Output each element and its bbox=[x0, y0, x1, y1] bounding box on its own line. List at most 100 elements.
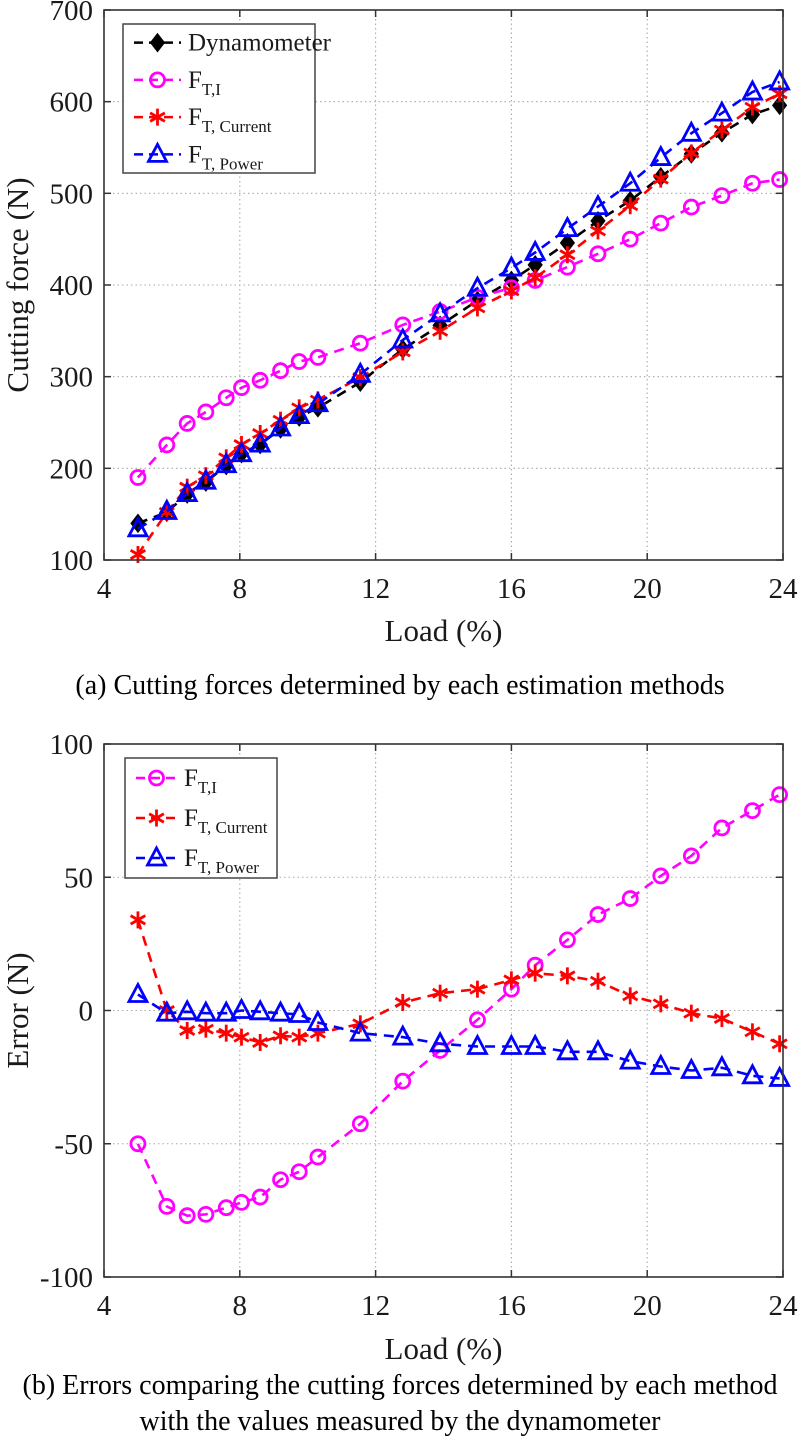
triangle-marker bbox=[155, 1000, 179, 1022]
asterisk-marker bbox=[589, 972, 607, 990]
y-tick-label: 400 bbox=[50, 270, 94, 302]
circle-marker bbox=[178, 415, 196, 432]
triangle-marker bbox=[680, 1057, 703, 1079]
triangle-marker bbox=[523, 239, 547, 261]
asterisk-marker bbox=[622, 987, 639, 1005]
triangle-marker bbox=[230, 997, 253, 1019]
circle-marker bbox=[713, 187, 731, 205]
asterisk-marker bbox=[652, 995, 669, 1013]
asterisk-marker bbox=[432, 984, 449, 1002]
caption-b-line2: with the values measured by the dynamome… bbox=[139, 1406, 661, 1437]
triangle-marker bbox=[175, 998, 199, 1021]
triangle-marker bbox=[649, 144, 673, 166]
triangle-marker bbox=[466, 1033, 489, 1055]
triangle-marker bbox=[586, 193, 610, 216]
x-tick-label: 24 bbox=[769, 1290, 799, 1322]
circle-marker bbox=[129, 1135, 147, 1153]
triangle-marker bbox=[556, 215, 579, 238]
asterisk-marker bbox=[218, 1024, 235, 1042]
error-chart-root: 4 8 12 16 20 24 -100 -50 0 50 100 Load (%) Error (N)… bbox=[0, 729, 798, 1366]
asterisk-marker bbox=[683, 1004, 700, 1022]
asterisk-marker bbox=[713, 1009, 730, 1027]
asterisk-marker bbox=[559, 967, 576, 985]
series-ft-i bbox=[129, 786, 789, 1225]
y-tick-label: -100 bbox=[40, 1262, 93, 1294]
x-tick-label: 4 bbox=[97, 573, 112, 605]
x-tick-label: 16 bbox=[497, 573, 526, 605]
y-tick-label: 200 bbox=[50, 453, 94, 485]
triangle-marker bbox=[710, 1054, 734, 1077]
asterisk-marker bbox=[233, 1028, 250, 1046]
asterisk-marker bbox=[129, 911, 147, 929]
asterisk-marker bbox=[744, 98, 761, 116]
circle-marker bbox=[771, 171, 789, 188]
asterisk-marker bbox=[469, 299, 486, 317]
triangle-marker bbox=[214, 451, 238, 474]
circle-marker bbox=[309, 1148, 327, 1166]
x-tick-label: 16 bbox=[497, 1290, 526, 1322]
y-axis-label: Cutting force (N) bbox=[0, 177, 35, 392]
diamond-icon bbox=[149, 32, 166, 53]
triangle-icon bbox=[145, 845, 168, 867]
circle-marker bbox=[589, 906, 607, 923]
circle-marker bbox=[621, 890, 639, 907]
triangle-marker bbox=[269, 415, 292, 437]
y-tick-label: 100 bbox=[50, 729, 94, 761]
x-tick-label: 4 bbox=[97, 1290, 112, 1322]
triangle-marker bbox=[248, 998, 272, 1021]
x-tick-label: 8 bbox=[233, 573, 248, 605]
circle-marker bbox=[197, 1205, 215, 1223]
y-axis-label: Error (N) bbox=[0, 952, 35, 1068]
circle-marker bbox=[272, 362, 289, 380]
axes: 4 8 12 16 20 24 -100 -50 0 50 100 Load (%) Error (N) bbox=[0, 729, 798, 1366]
legend-entry-ft-i: FT,I bbox=[136, 765, 217, 797]
circle-marker bbox=[129, 469, 147, 486]
x-tick-label: 8 bbox=[233, 1290, 248, 1322]
x-axis-label: Load (%) bbox=[385, 1331, 503, 1366]
triangle-marker bbox=[768, 68, 791, 91]
triangle-marker bbox=[500, 255, 523, 277]
asterisk-marker bbox=[197, 1020, 214, 1038]
triangle-marker bbox=[126, 981, 150, 1003]
triangle-marker bbox=[287, 1001, 311, 1023]
cutting-force-chart-root: 4 8 12 16 20 24 100 200 300 400 500 600 700 Load (%) C… bbox=[0, 0, 798, 648]
asterisk-marker bbox=[432, 322, 449, 340]
triangle-marker bbox=[523, 1033, 547, 1055]
circle-marker bbox=[589, 245, 607, 263]
circle-marker bbox=[621, 230, 639, 248]
y-tick-label: 300 bbox=[50, 362, 94, 394]
triangle-marker bbox=[175, 480, 199, 502]
triangle-marker bbox=[618, 1048, 642, 1070]
asterisk-marker bbox=[713, 121, 730, 139]
asterisk-marker bbox=[527, 269, 544, 287]
triangle-marker bbox=[768, 1065, 791, 1087]
circle-marker bbox=[251, 371, 269, 389]
triangle-icon bbox=[146, 141, 169, 163]
circle-marker bbox=[290, 1163, 308, 1181]
circle-marker bbox=[394, 1072, 412, 1090]
asterisk-marker bbox=[272, 1027, 289, 1045]
asterisk-marker bbox=[179, 1021, 196, 1039]
caption-b: (b) Errors comparing the cutting forces … bbox=[0, 1368, 800, 1440]
triangle-marker bbox=[500, 1033, 523, 1055]
series-line bbox=[137, 993, 780, 1080]
caption-a: (a) Cutting forces determined by each es… bbox=[75, 670, 725, 701]
triangle-marker bbox=[391, 1024, 415, 1046]
caption-b-line1: (b) Errors comparing the cutting forces … bbox=[22, 1370, 778, 1401]
y-tick-label: 0 bbox=[79, 996, 94, 1028]
legend-entry-dynamometer: Dynamometer bbox=[134, 30, 332, 57]
triangle-marker bbox=[649, 1053, 673, 1075]
asterisk-marker bbox=[527, 964, 544, 982]
circle-icon bbox=[148, 769, 165, 787]
circle-marker bbox=[652, 867, 670, 885]
x-tick-label: 12 bbox=[361, 1290, 390, 1322]
asterisk-marker bbox=[503, 971, 520, 989]
asterisk-marker bbox=[394, 994, 411, 1012]
triangle-marker bbox=[248, 431, 272, 453]
x-tick-label: 12 bbox=[361, 573, 390, 605]
triangle-marker bbox=[741, 1062, 764, 1085]
series-ft-current bbox=[129, 911, 788, 1053]
asterisk-icon bbox=[148, 809, 165, 827]
triangle-marker bbox=[586, 1038, 610, 1061]
